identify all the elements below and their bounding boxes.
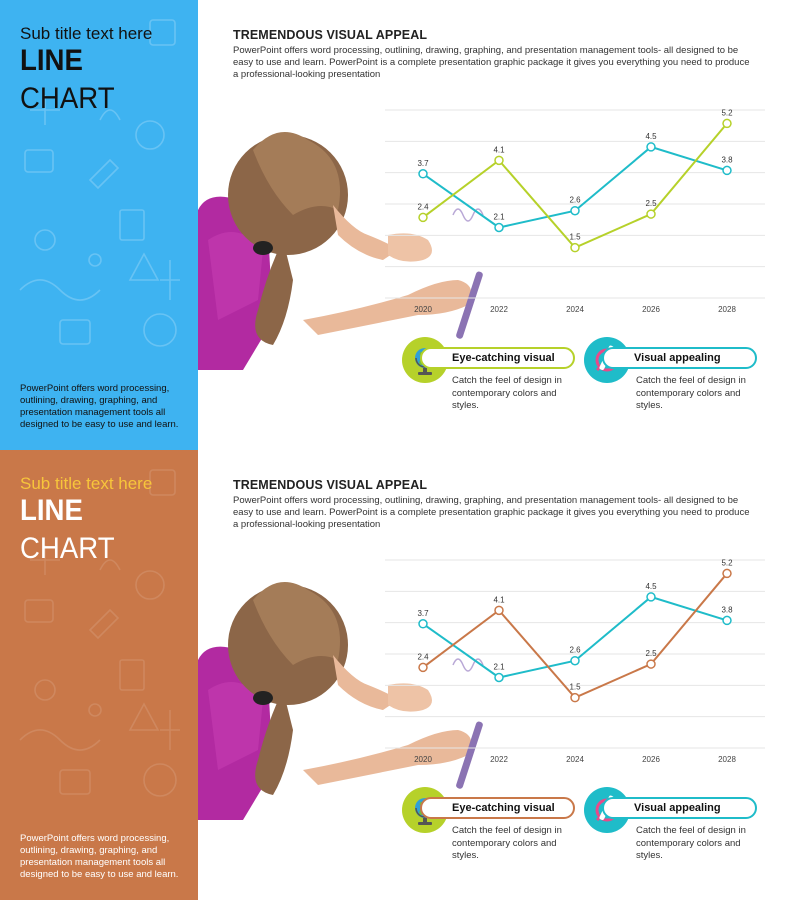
data-point xyxy=(494,222,504,233)
x-tick-label: 2022 xyxy=(490,305,508,314)
data-label: 1.5 xyxy=(569,683,581,692)
feature-title-visual-appealing: Visual appealing xyxy=(602,347,757,369)
title-line-1: LINE xyxy=(20,44,83,77)
feature-text-visual-appealing: Catch the feel of design in contemporary… xyxy=(636,825,746,861)
data-label: 2.5 xyxy=(645,649,657,658)
data-point xyxy=(570,242,580,253)
data-point xyxy=(494,672,504,683)
x-tick-label: 2020 xyxy=(414,755,432,764)
data-point xyxy=(418,662,428,673)
data-point xyxy=(646,592,656,602)
x-tick-label: 2020 xyxy=(414,305,432,314)
data-label: 1.5 xyxy=(569,233,581,242)
x-tick-label: 2028 xyxy=(718,305,736,314)
left-panel: Sub title text here LINE CHART PowerPoin… xyxy=(0,450,198,900)
girl-writing-photo xyxy=(198,132,484,370)
data-point xyxy=(646,142,656,152)
feature-title-eye-catching: Eye-catching visual xyxy=(420,347,575,369)
data-label: 4.5 xyxy=(645,582,657,591)
data-point xyxy=(570,692,580,703)
panel-description: PowerPoint offers word processing, outli… xyxy=(20,833,179,880)
data-point xyxy=(494,155,504,166)
data-label: 2.5 xyxy=(645,199,657,208)
data-point xyxy=(494,605,504,616)
data-point xyxy=(722,118,732,129)
data-point xyxy=(722,615,732,626)
title-line-2: CHART xyxy=(20,532,115,565)
feature-title-eye-catching: Eye-catching visual xyxy=(420,797,575,819)
data-point xyxy=(418,619,428,629)
x-tick-label: 2026 xyxy=(642,755,660,764)
title-line-2: CHART xyxy=(20,82,115,115)
section-heading: TREMENDOUS VISUAL APPEAL xyxy=(233,28,428,42)
feature-title-visual-appealing: Visual appealing xyxy=(602,797,757,819)
data-label: 3.7 xyxy=(417,159,429,168)
section-heading: TREMENDOUS VISUAL APPEAL xyxy=(233,478,428,492)
data-label: 5.2 xyxy=(721,558,733,567)
section-paragraph: PowerPoint offers word processing, outli… xyxy=(233,495,750,530)
line-chart: 2020 2022 2024 2026 2028 3.7 2.1 2.6 4.5 3.8 2.4 4.… xyxy=(385,108,765,314)
data-point xyxy=(646,659,656,669)
slide-1: Sub title text here LINE CHART PowerPoin… xyxy=(0,0,765,450)
data-label: 2.1 xyxy=(493,213,505,222)
data-label: 3.8 xyxy=(721,605,733,614)
panel-description: PowerPoint offers word processing, outli… xyxy=(20,383,179,430)
data-label: 2.6 xyxy=(569,196,581,205)
data-label: 2.1 xyxy=(493,663,505,672)
x-tick-label: 2022 xyxy=(490,755,508,764)
series-line xyxy=(422,572,728,699)
data-label: 3.7 xyxy=(417,609,429,618)
data-label: 2.6 xyxy=(569,646,581,655)
x-tick-label: 2024 xyxy=(566,305,584,314)
line-chart: 2020 2022 2024 2026 2028 3.7 2.1 2.6 4.5 3.8 2.4 4.… xyxy=(385,558,765,764)
x-tick-label: 2026 xyxy=(642,305,660,314)
school-doodle-pattern xyxy=(19,19,180,347)
data-label: 3.8 xyxy=(721,155,733,164)
subtitle: Sub title text here xyxy=(20,474,153,493)
left-panel: Sub title text here LINE CHART PowerPoin… xyxy=(0,0,198,450)
x-tick-label: 2028 xyxy=(718,755,736,764)
feature-text-eye-catching: Catch the feel of design in contemporary… xyxy=(452,375,562,411)
feature-text-eye-catching: Catch the feel of design in contemporary… xyxy=(452,825,562,861)
school-doodle-pattern xyxy=(19,469,180,797)
data-point xyxy=(570,205,580,216)
section-paragraph: PowerPoint offers word processing, outli… xyxy=(233,45,750,80)
data-point xyxy=(722,165,732,176)
series-line xyxy=(422,122,728,249)
data-point xyxy=(646,209,656,219)
data-label: 2.4 xyxy=(417,202,429,211)
data-label: 5.2 xyxy=(721,108,733,117)
data-label: 2.4 xyxy=(417,652,429,661)
feature-text-visual-appealing: Catch the feel of design in contemporary… xyxy=(636,375,746,411)
title-line-1: LINE xyxy=(20,494,83,527)
data-point xyxy=(722,568,732,579)
girl-writing-photo xyxy=(198,582,484,820)
slide-2: Sub title text here LINE CHART PowerPoin… xyxy=(0,450,800,900)
subtitle: Sub title text here xyxy=(20,24,153,43)
x-tick-label: 2024 xyxy=(566,755,584,764)
data-label: 4.1 xyxy=(493,145,505,154)
data-label: 4.1 xyxy=(493,595,505,604)
data-point xyxy=(418,169,428,179)
data-label: 4.5 xyxy=(645,132,657,141)
data-point xyxy=(418,212,428,223)
data-point xyxy=(570,655,580,666)
